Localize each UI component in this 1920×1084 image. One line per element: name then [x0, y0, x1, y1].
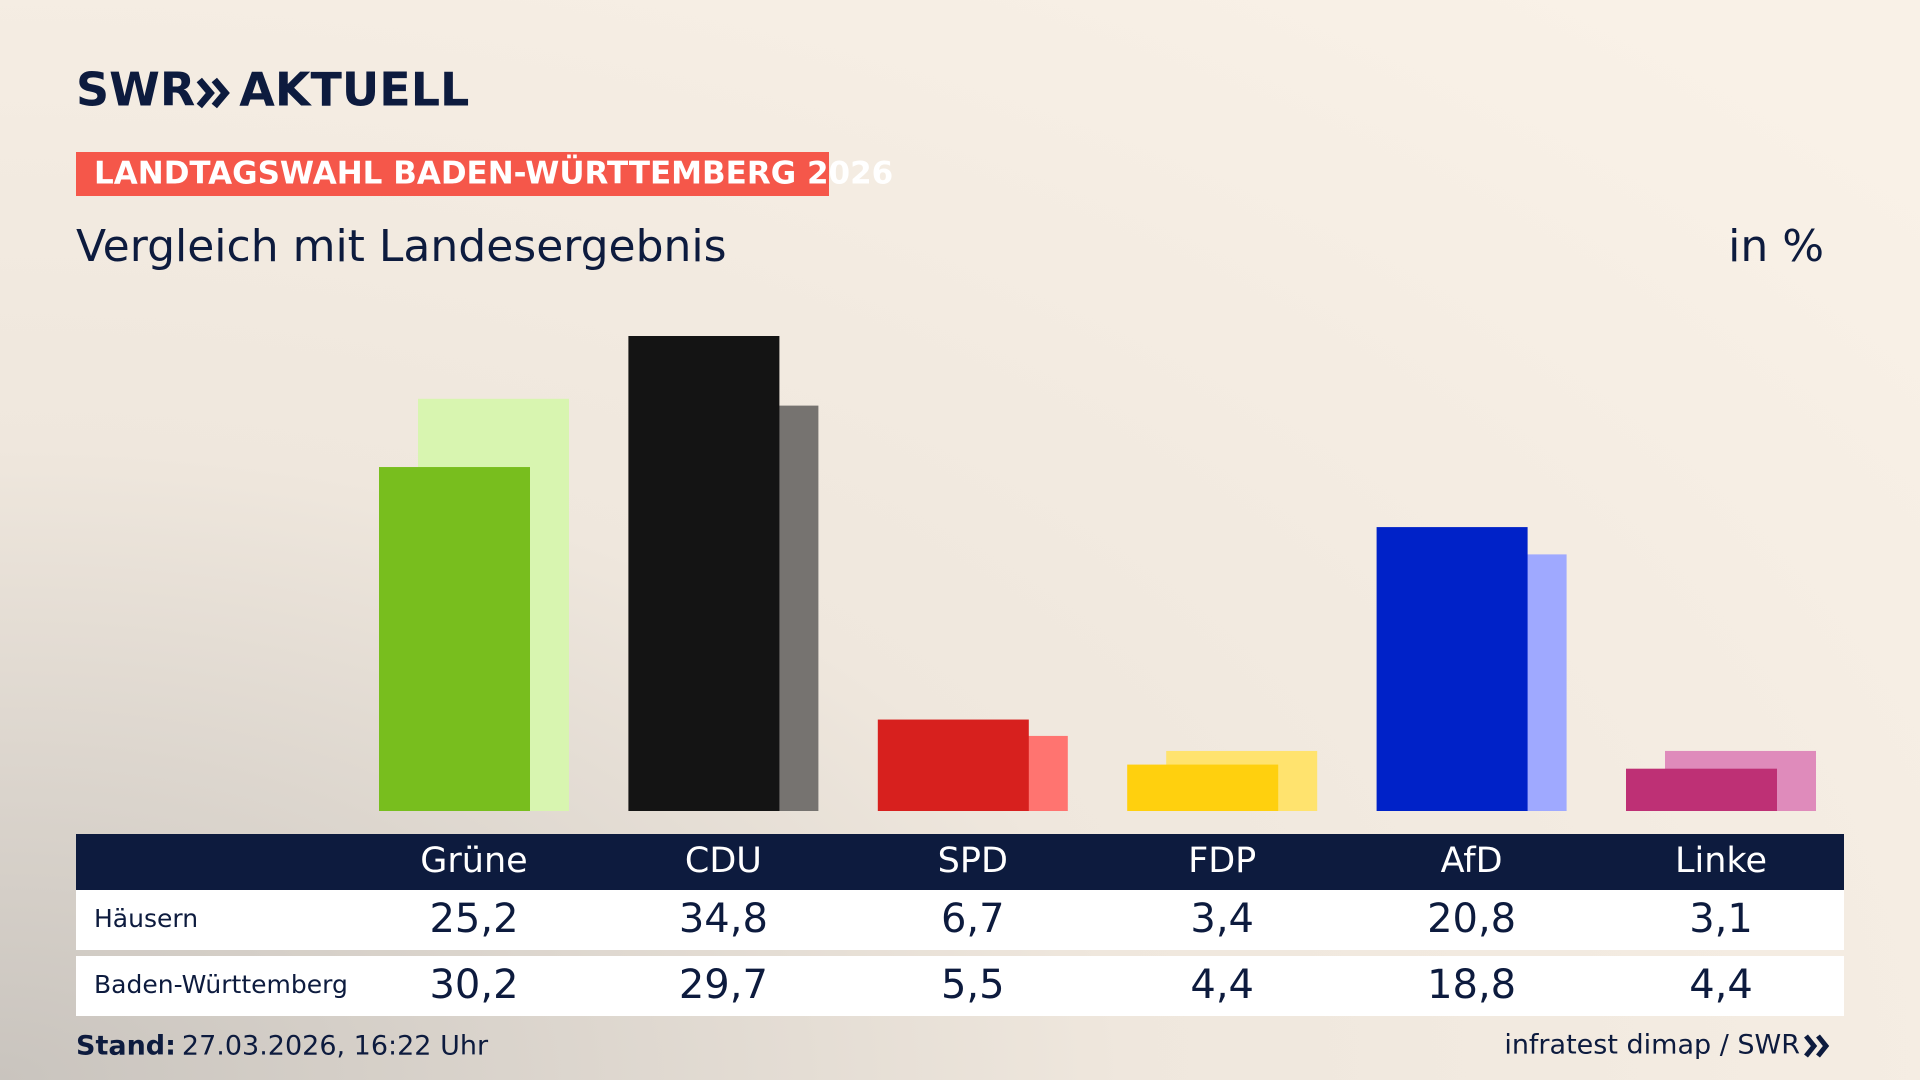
unit-label: in %: [1728, 221, 1824, 272]
value-label: 34,8: [679, 896, 768, 942]
category-label: CDU: [685, 841, 762, 881]
value-label: 18,8: [1427, 962, 1516, 1008]
category-label: Grüne: [420, 841, 527, 881]
table-row: [76, 890, 1844, 950]
table-row: [76, 956, 1844, 1016]
source: infratest dimap / SWR: [1504, 1030, 1800, 1061]
value-label: 3,4: [1190, 896, 1254, 942]
value-label: 20,8: [1427, 896, 1516, 942]
table-header: [76, 834, 1844, 890]
bar: [1127, 764, 1279, 811]
bar: [1376, 527, 1528, 811]
bar: [877, 719, 1029, 811]
category-label: SPD: [938, 841, 1008, 881]
brand: SWR: [76, 63, 195, 117]
chart-title: Vergleich mit Landesergebnis: [76, 221, 727, 272]
bar: [628, 336, 780, 811]
value-label: 29,7: [679, 962, 768, 1008]
category-label: Linke: [1675, 841, 1767, 881]
value-label: 25,2: [429, 896, 518, 942]
bar: [379, 467, 530, 811]
value-label: 6,7: [941, 896, 1005, 942]
brand-chevrons: [196, 77, 230, 109]
kicker: LANDTAGSWAHL BADEN-WÜRTTEMBERG 2026: [94, 155, 893, 192]
source-chevrons: [1804, 1034, 1830, 1058]
footer-label: Stand:: [76, 1031, 176, 1062]
value-label: 30,2: [429, 962, 518, 1008]
brand-section: AKTUELL: [239, 63, 469, 117]
value-label: 4,4: [1689, 962, 1753, 1008]
value-label: 3,1: [1689, 896, 1753, 942]
footer-date: 27.03.2026, 16:22 Uhr: [182, 1031, 489, 1062]
value-label: 5,5: [941, 962, 1005, 1008]
row-label: Häusern: [94, 904, 198, 933]
category-label: AfD: [1441, 841, 1503, 881]
category-label: FDP: [1188, 841, 1256, 881]
value-label: 4,4: [1190, 962, 1254, 1008]
kicker-banner: [76, 152, 829, 196]
bar: [1626, 768, 1777, 811]
row-label: Baden-Württemberg: [94, 970, 348, 999]
